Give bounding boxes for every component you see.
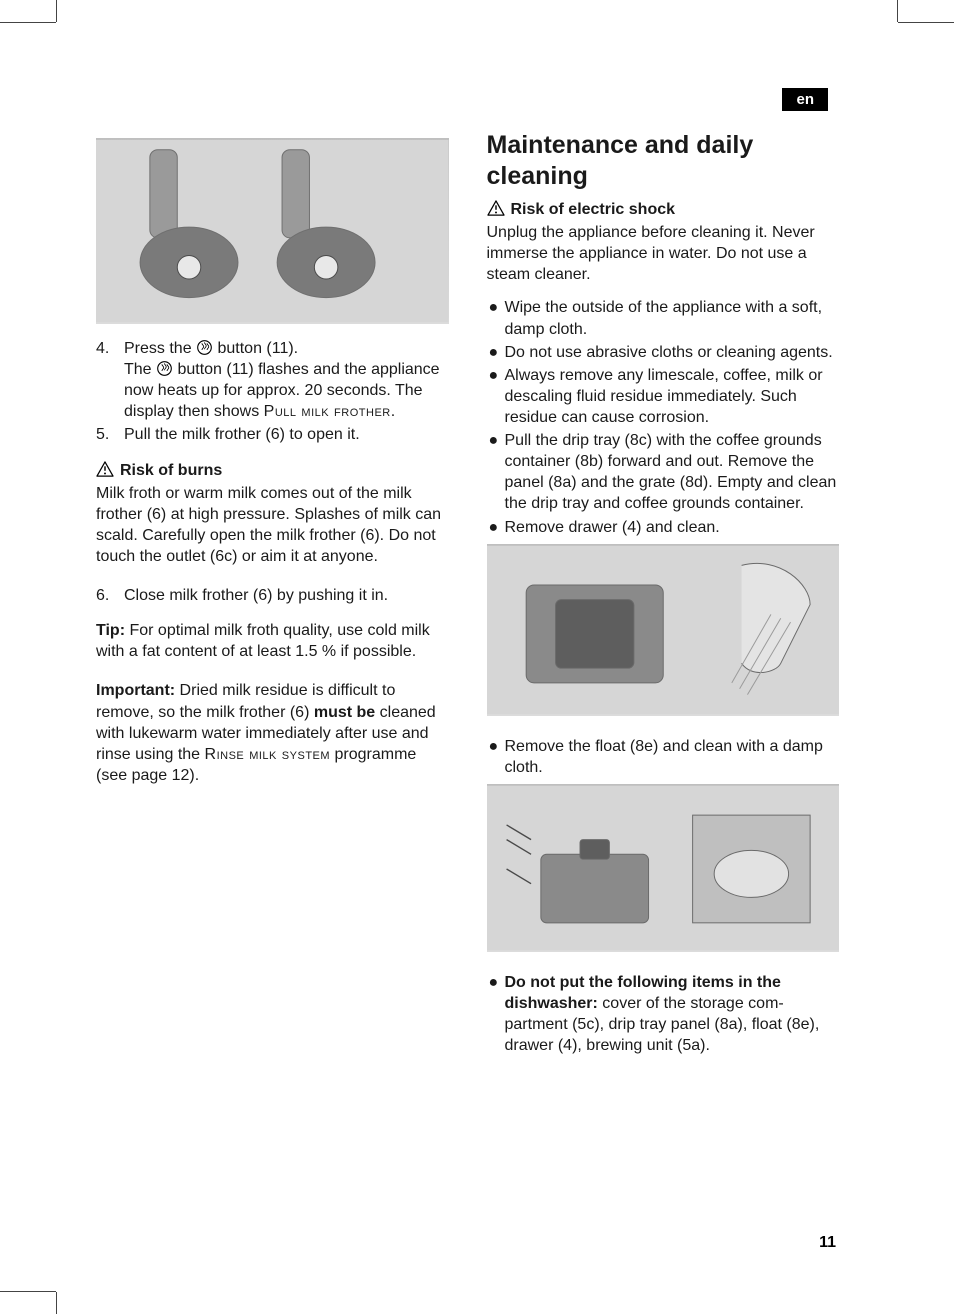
display-text: Rinse milk system — [205, 746, 331, 763]
step-5: 5. Pull the milk frother (6) to open it. — [96, 424, 449, 445]
bullet-text: Always remove any limescale, coffee, mil… — [505, 365, 840, 428]
steam-icon — [196, 339, 213, 356]
figure-drawer-svg — [487, 544, 840, 716]
list-item: ●Pull the drip tray (8c) with the coffee… — [487, 430, 840, 514]
bullet-text: Remove the float (8e) and clean with a d… — [505, 736, 840, 778]
step-4: 4. Press the button (11). The button (11… — [96, 338, 449, 422]
tip-label: Tip: — [96, 622, 125, 639]
figure-drawer-clean — [487, 544, 840, 716]
warning-body: Milk froth or warm milk comes out of the… — [96, 483, 449, 567]
text: The — [124, 361, 156, 378]
steam-icon — [156, 360, 173, 377]
bullet-list-2: ●Remove the float (8e) and clean with a … — [487, 736, 840, 778]
important-paragraph: Important: Dried milk residue is difficu… — [96, 680, 449, 786]
bullet-text: Pull the drip tray (8c) with the coffee … — [505, 430, 840, 514]
page-number: 11 — [819, 1234, 836, 1252]
figure-milk-frother-svg — [96, 138, 449, 324]
bullet-text: Do not use abrasive cloths or cleaning a… — [505, 342, 840, 363]
crop-mark — [56, 0, 57, 22]
text: . — [391, 403, 395, 420]
step-number: 4. — [96, 338, 124, 422]
warning-body: Unplug the appliance before cleaning it.… — [487, 222, 840, 285]
bullet-dot: ● — [487, 972, 505, 1056]
step-body: Close milk frother (6) by pushing it in. — [124, 585, 449, 606]
content-area: 4. Press the button (11). The button (11… — [96, 130, 839, 1244]
list-item: ●Remove the float (8e) and clean with a … — [487, 736, 840, 778]
text: Press the — [124, 340, 196, 357]
step-number: 5. — [96, 424, 124, 445]
crop-mark — [898, 22, 954, 23]
important-label: Important: — [96, 682, 175, 699]
left-column: 4. Press the button (11). The button (11… — [96, 130, 449, 1244]
list-item: ●Do not use abrasive cloths or cleaning … — [487, 342, 840, 363]
tip-paragraph: Tip: For optimal milk froth quality, use… — [96, 620, 449, 662]
step-number: 6. — [96, 585, 124, 606]
bullet-dot: ● — [487, 430, 505, 514]
list-item: ● Do not put the following items in the … — [487, 972, 840, 1056]
crop-mark — [0, 1291, 56, 1292]
bullet-text: Wipe the outside of the appliance with a… — [505, 297, 840, 339]
display-text: Pull milk frother — [264, 403, 391, 420]
language-badge: en — [782, 88, 828, 111]
text: button (11). — [213, 340, 298, 357]
crop-mark — [897, 0, 898, 22]
crop-mark — [56, 1292, 57, 1314]
figure-float-clean — [487, 784, 840, 952]
section-title: Maintenance and daily cleaning — [487, 130, 840, 191]
bullet-text: Remove drawer (4) and clean. — [505, 517, 840, 538]
list-item: ●Remove drawer (4) and clean. — [487, 517, 840, 538]
bullet-dot: ● — [487, 365, 505, 428]
right-column: Maintenance and daily cleaning Risk of e… — [487, 130, 840, 1244]
warning-title: Risk of burns — [120, 460, 222, 481]
bullet-dot: ● — [487, 736, 505, 778]
bullet-list-1: ●Wipe the outside of the appliance with … — [487, 297, 840, 537]
bullet-dot: ● — [487, 297, 505, 339]
bullet-list-3: ● Do not put the following items in the … — [487, 972, 840, 1056]
list-item: ●Always remove any limescale, coffee, mi… — [487, 365, 840, 428]
tip-body: For optimal milk froth quality, use cold… — [96, 622, 430, 660]
warning-title: Risk of electric shock — [511, 199, 676, 220]
warning-heading: Risk of burns — [96, 460, 449, 481]
step-body: Press the button (11). The button (11) f… — [124, 338, 449, 422]
manual-page: en 4. — [0, 0, 954, 1314]
warning-heading: Risk of electric shock — [487, 199, 840, 220]
warning-icon — [487, 200, 505, 216]
step-body: Pull the milk frother (6) to open it. — [124, 424, 449, 445]
steps-list-2: 6. Close milk frother (6) by pushing it … — [96, 585, 449, 606]
text-bold: must be — [314, 704, 375, 721]
step-6: 6. Close milk frother (6) by pushing it … — [96, 585, 449, 606]
crop-mark — [0, 22, 56, 23]
list-item: ●Wipe the outside of the appliance with … — [487, 297, 840, 339]
bullet-dot: ● — [487, 517, 505, 538]
figure-float-svg — [487, 784, 840, 952]
bullet-dot: ● — [487, 342, 505, 363]
steps-list: 4. Press the button (11). The button (11… — [96, 338, 449, 446]
warning-icon — [96, 461, 114, 477]
figure-milk-frother — [96, 138, 449, 324]
bullet-text: Do not put the following items in the di… — [505, 972, 840, 1056]
